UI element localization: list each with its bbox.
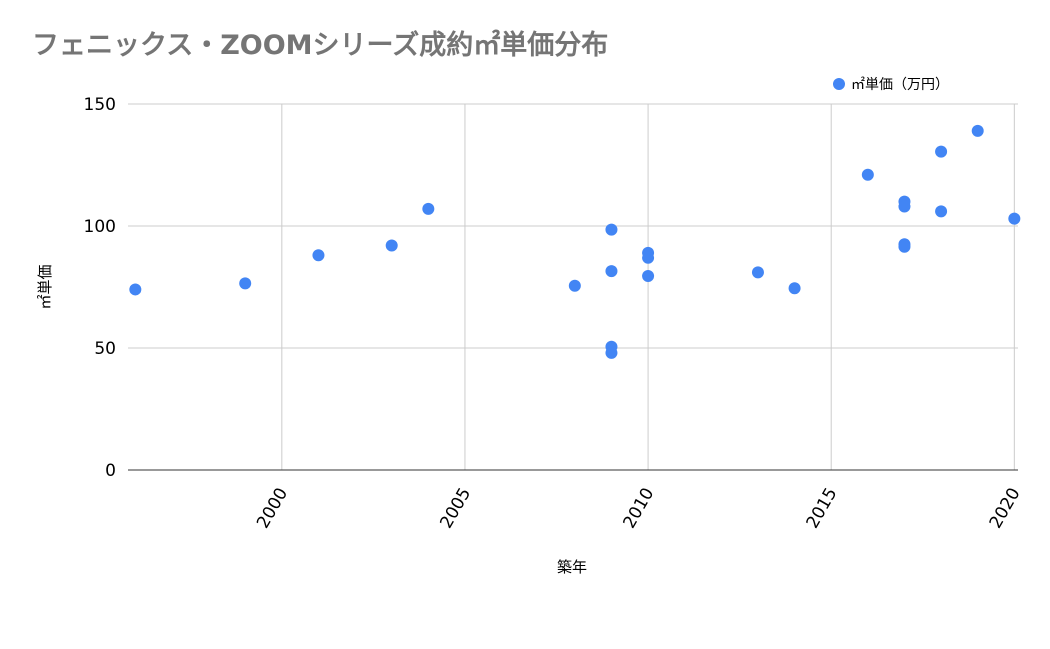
data-point [1008,212,1021,225]
x-tick-label: 2020 [986,484,1025,531]
y-axis-label: ㎡単価 [36,264,54,309]
data-point [861,168,874,181]
data-points [129,124,1021,359]
data-point [751,266,764,279]
y-tick-label: 150 [84,95,116,115]
y-tick-labels: 0 50 100 150 [84,95,116,481]
data-point [239,277,252,290]
data-point [605,223,618,236]
legend-marker [833,78,845,90]
data-point [971,124,984,137]
data-point [898,240,911,253]
data-point [935,205,948,218]
x-tick-labels: 2000 2005 2010 2015 2020 [253,484,1024,531]
x-tick-label: 2010 [619,485,658,532]
data-point [935,145,948,158]
y-tick-label: 50 [94,339,116,359]
y-tick-label: 100 [84,217,116,237]
x-tick-label: 2000 [253,485,292,532]
chart-title: フェニックス・ZOOMシリーズ成約㎡単価分布 [32,29,608,61]
data-point [385,239,398,252]
grid [128,103,1018,470]
data-point [898,200,911,213]
y-tick-label: 0 [105,461,116,481]
data-point [422,202,435,215]
data-point [312,249,325,262]
data-point [788,282,801,295]
x-tick-label: 2005 [436,484,475,531]
data-point [605,346,618,359]
x-tick-label: 2015 [803,485,842,532]
legend: ㎡単価（万円） [833,77,949,93]
legend-label: ㎡単価（万円） [851,77,949,93]
data-point [568,279,581,292]
data-point [642,251,655,264]
data-point [605,265,618,278]
data-point [129,283,142,296]
x-axis-label: 築年 [557,558,587,576]
data-point [642,270,655,283]
